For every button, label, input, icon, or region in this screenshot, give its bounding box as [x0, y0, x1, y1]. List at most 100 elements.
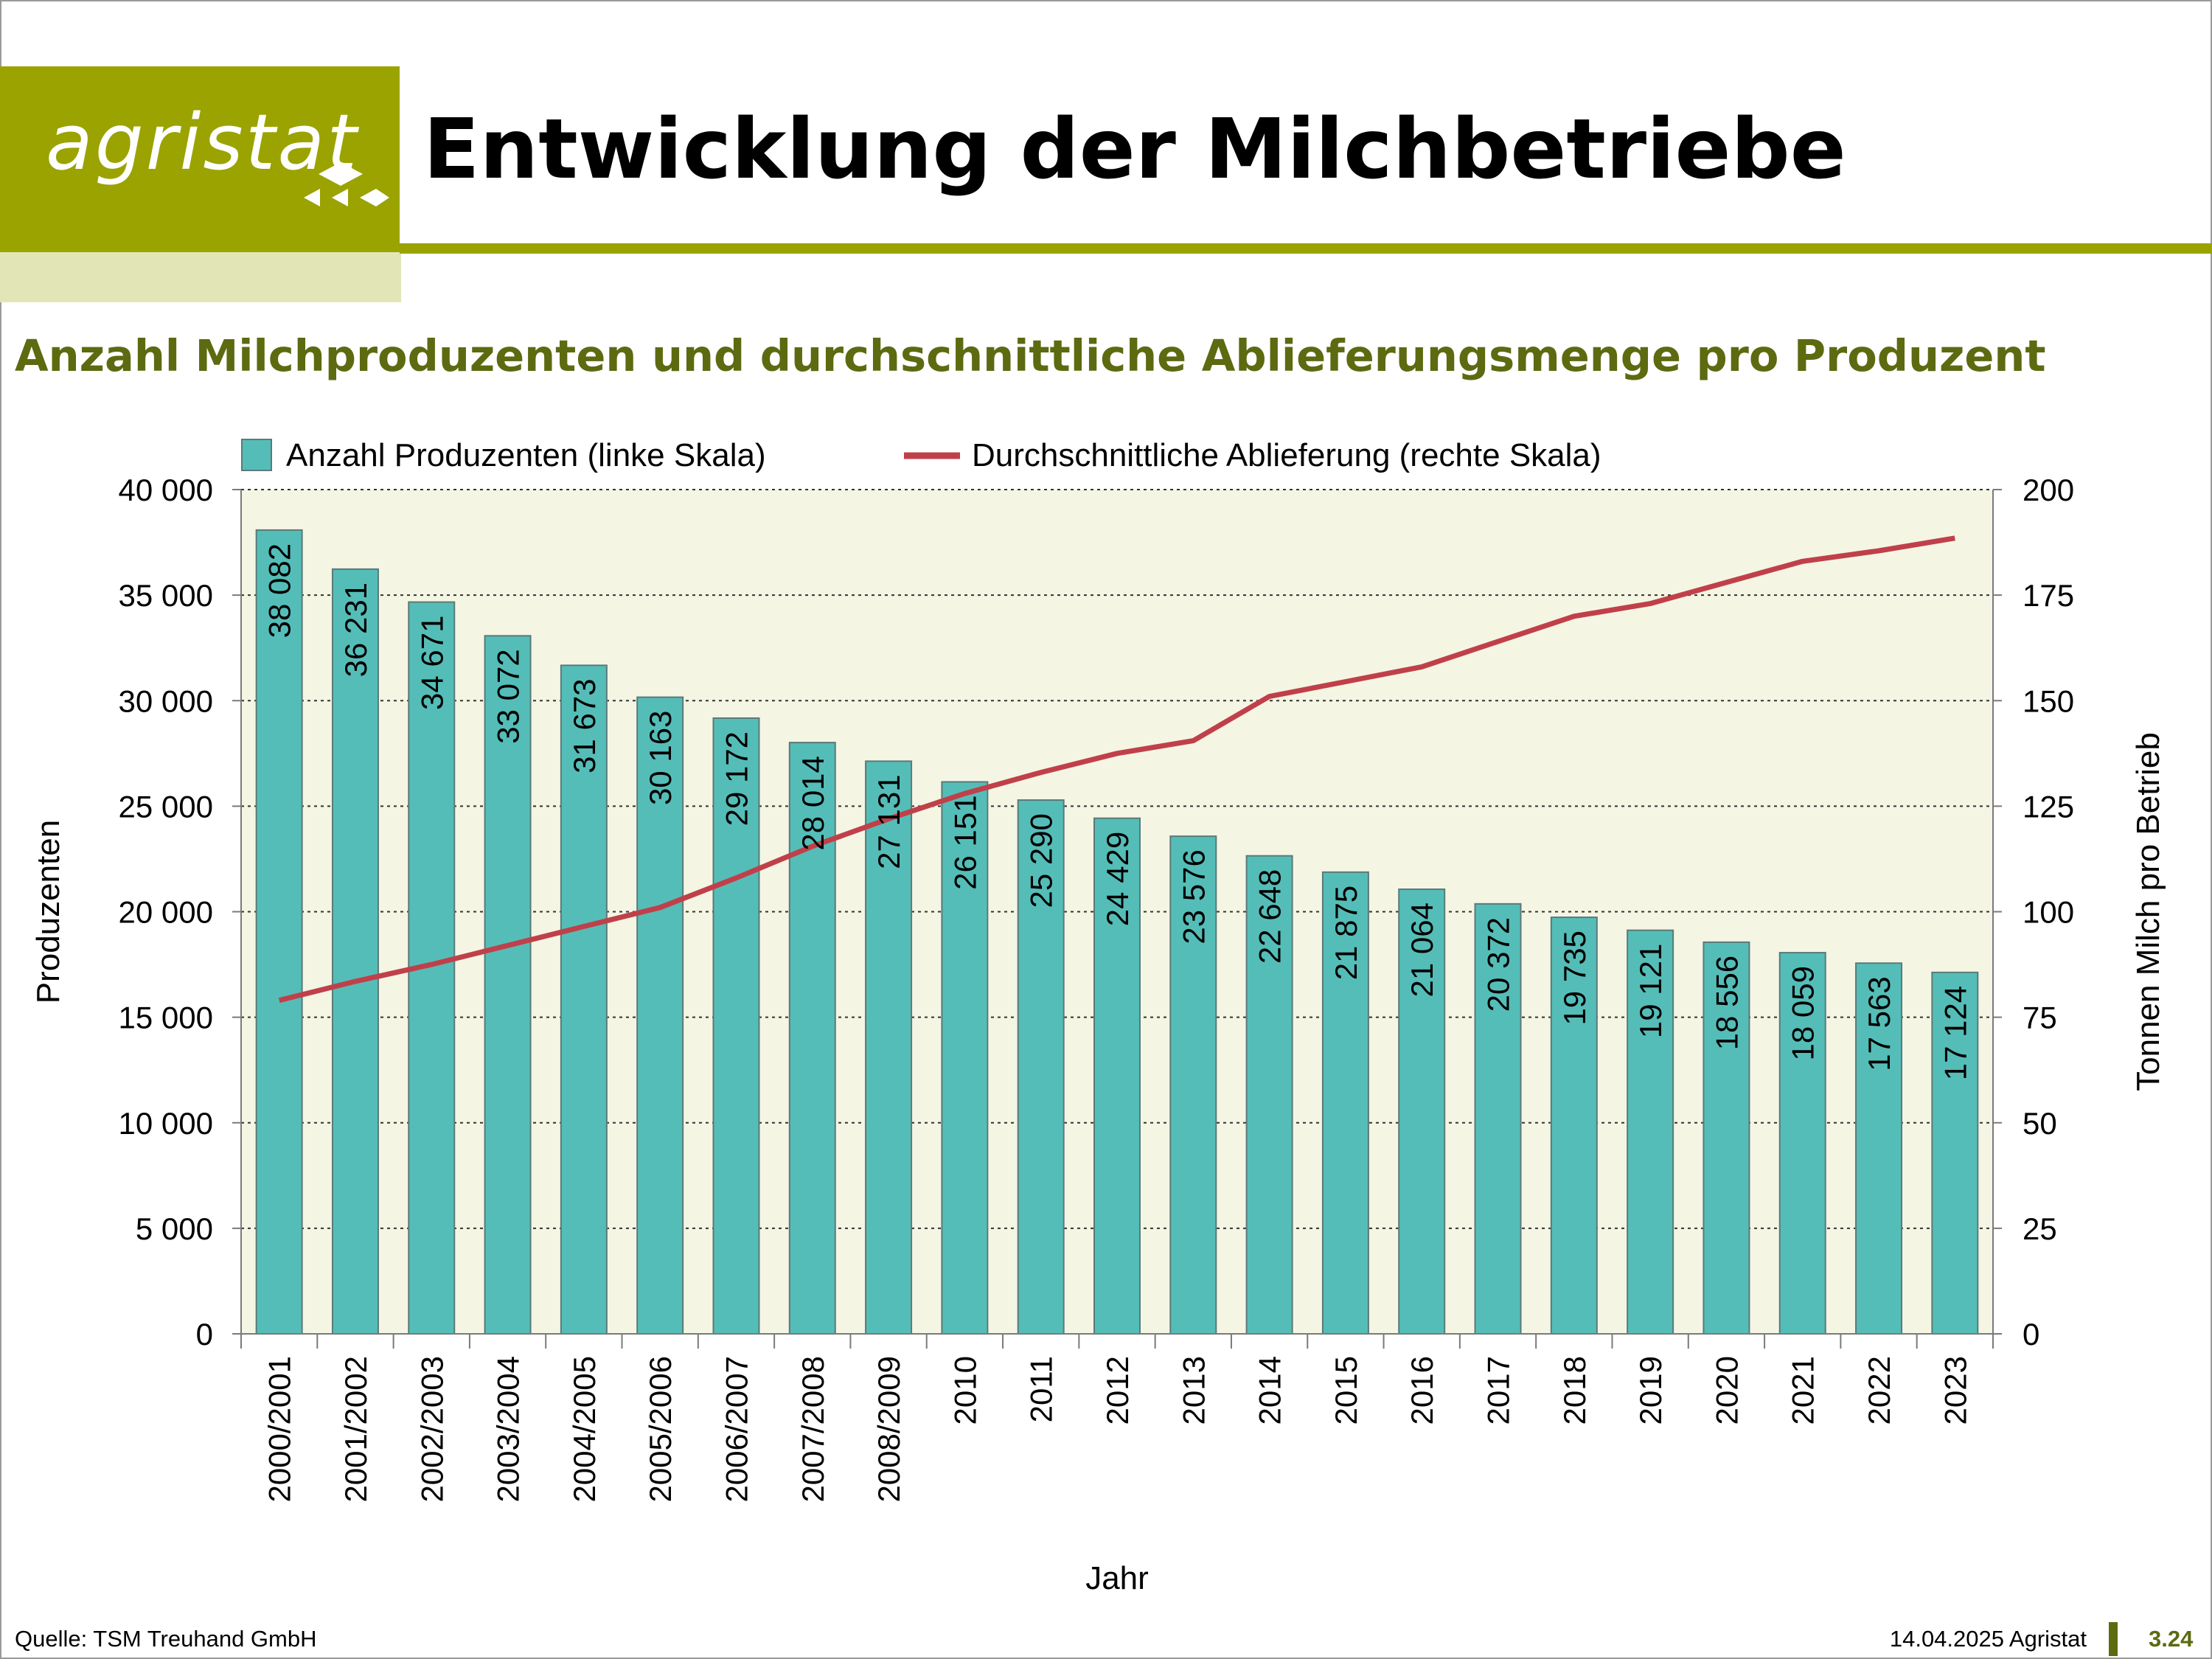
- bar-data-label: 26 151: [947, 795, 982, 889]
- bar-data-label: 19 735: [1557, 931, 1592, 1025]
- x-tick-label: 2003/2004: [491, 1356, 526, 1503]
- bar: [331, 568, 379, 1335]
- bar: [865, 760, 913, 1335]
- agristat-logo-mark-icon: [304, 162, 389, 206]
- x-tick-label: 2022: [1862, 1356, 1896, 1425]
- bar: [255, 529, 303, 1335]
- x-tick-label: 2010: [947, 1356, 982, 1425]
- chart: 0 5 000 10 000 15 000 20 000 25 000 30 000 35 0…: [30, 437, 2166, 1593]
- bar-data-label: 23 576: [1176, 849, 1211, 944]
- footer-divider: [2109, 1622, 2118, 1656]
- bar: [1778, 952, 1826, 1335]
- x-tick-label: 2013: [1176, 1356, 1211, 1425]
- chart-subtitle: Anzahl Milchproduzenten und durchschnitt…: [15, 330, 2046, 381]
- y-tick-label-right: 100: [2023, 895, 2074, 930]
- legend-label-produzenten: Anzahl Produzenten (linke Skala): [286, 437, 766, 473]
- footer-date: 14.04.2025 Agristat: [1889, 1626, 2087, 1652]
- x-tick-label: 2016: [1405, 1356, 1439, 1425]
- bar: [1093, 817, 1141, 1335]
- bar: [560, 664, 608, 1335]
- logo-panel: [0, 66, 400, 252]
- y-tick-label-left: 35 000: [119, 578, 213, 613]
- bar-data-label: 18 059: [1786, 966, 1820, 1060]
- bar-data-label: 36 231: [338, 582, 373, 677]
- y-tick-label-left: 0: [196, 1317, 213, 1352]
- y-axis-title-right: Tonnen Milch pro Betrieb: [2130, 732, 2166, 1091]
- y-tick-label-left: 40 000: [119, 473, 213, 507]
- x-tick-label: 2017: [1481, 1356, 1516, 1425]
- bar-data-label: 22 648: [1253, 869, 1287, 964]
- y-tick-label-left: 5 000: [136, 1211, 213, 1246]
- logo-panel-shadow: [0, 252, 401, 302]
- x-tick-label: 2006/2007: [719, 1356, 754, 1503]
- bar: [636, 696, 684, 1335]
- bar-data-label: 31 673: [567, 678, 602, 773]
- y-tick-label-left: 10 000: [119, 1106, 213, 1141]
- x-tick-label: 2020: [1709, 1356, 1744, 1425]
- y-axis-title-left: Produzenten: [30, 820, 66, 1004]
- y-tick-label-left: 15 000: [119, 1001, 213, 1035]
- x-tick-label: 2000/2001: [262, 1356, 297, 1503]
- x-tick-label: 2008/2009: [872, 1356, 906, 1503]
- bar-data-label: 17 563: [1862, 976, 1896, 1071]
- y-tick-label-right: 75: [2023, 1001, 2057, 1035]
- x-tick-label: 2002/2003: [414, 1356, 449, 1503]
- bar: [1398, 888, 1446, 1335]
- bar-data-label: 20 372: [1481, 917, 1516, 1012]
- bar-data-label: 29 172: [719, 731, 754, 826]
- x-tick-label: 2007/2008: [796, 1356, 830, 1503]
- x-tick-label: 2014: [1253, 1356, 1287, 1425]
- bar: [1550, 917, 1598, 1335]
- page-number: 3.24: [2149, 1626, 2194, 1652]
- x-tick-label: 2005/2006: [643, 1356, 678, 1503]
- bar-data-label: 18 556: [1709, 956, 1744, 1050]
- x-tick-label: 2015: [1329, 1356, 1363, 1425]
- y-tick-label-right: 125: [2023, 789, 2074, 824]
- y-tick-label-right: 50: [2023, 1106, 2057, 1141]
- bar: [1017, 799, 1065, 1335]
- bar: [1245, 855, 1293, 1335]
- y-tick-label-right: 0: [2023, 1317, 2039, 1352]
- y-tick-label-left: 25 000: [119, 789, 213, 824]
- legend-label-ablieferung: Durchschnittliche Ablieferung (rechte Sk…: [972, 437, 1601, 473]
- x-tick-label: 2019: [1633, 1356, 1668, 1425]
- logo-text: agristat: [46, 97, 359, 187]
- x-tick-label: 2021: [1786, 1356, 1820, 1425]
- bar-data-label: 33 072: [491, 649, 526, 743]
- bar-data-label: 28 014: [796, 756, 830, 850]
- x-tick-label: 2018: [1557, 1356, 1592, 1425]
- x-axis-title: Jahr: [1085, 1560, 1149, 1593]
- y-tick-label-right: 25: [2023, 1211, 2057, 1246]
- y-tick-label-right: 150: [2023, 684, 2074, 718]
- bar-data-label: 17 124: [1938, 986, 1972, 1080]
- y-tick-label-left: 30 000: [119, 684, 213, 718]
- y-tick-label-right: 175: [2023, 578, 2074, 613]
- bar: [1855, 962, 1903, 1335]
- bar-data-label: 24 429: [1100, 832, 1135, 926]
- legend-swatch-produzenten: [241, 439, 272, 471]
- page-title: Entwicklung der Milchbetriebe: [423, 102, 1846, 198]
- x-tick-label: 2012: [1100, 1356, 1135, 1425]
- bar-data-label: 27 131: [872, 774, 906, 869]
- bar: [941, 781, 989, 1335]
- x-tick-label: 2001/2002: [338, 1356, 373, 1503]
- footer-source: Quelle: TSM Treuhand GmbH: [15, 1626, 317, 1652]
- bar-data-label: 25 290: [1024, 813, 1059, 908]
- bar-data-label: 21 875: [1329, 886, 1363, 980]
- bar-data-label: 34 671: [414, 616, 449, 710]
- bar: [1169, 835, 1217, 1335]
- bar: [712, 717, 760, 1335]
- bar-data-label: 38 082: [262, 543, 297, 638]
- y-tick-label-right: 200: [2023, 473, 2074, 507]
- y-tick-label-left: 20 000: [119, 895, 213, 930]
- bar-data-label: 19 121: [1633, 944, 1668, 1038]
- x-tick-label: 2004/2005: [567, 1356, 602, 1503]
- header-rule: [400, 243, 2212, 254]
- bar-data-label: 21 064: [1405, 902, 1439, 997]
- bar: [1703, 941, 1750, 1335]
- x-tick-label: 2011: [1024, 1356, 1059, 1422]
- x-tick-label: 2023: [1938, 1356, 1972, 1425]
- bar: [1321, 871, 1369, 1335]
- bar-data-label: 30 163: [643, 711, 678, 805]
